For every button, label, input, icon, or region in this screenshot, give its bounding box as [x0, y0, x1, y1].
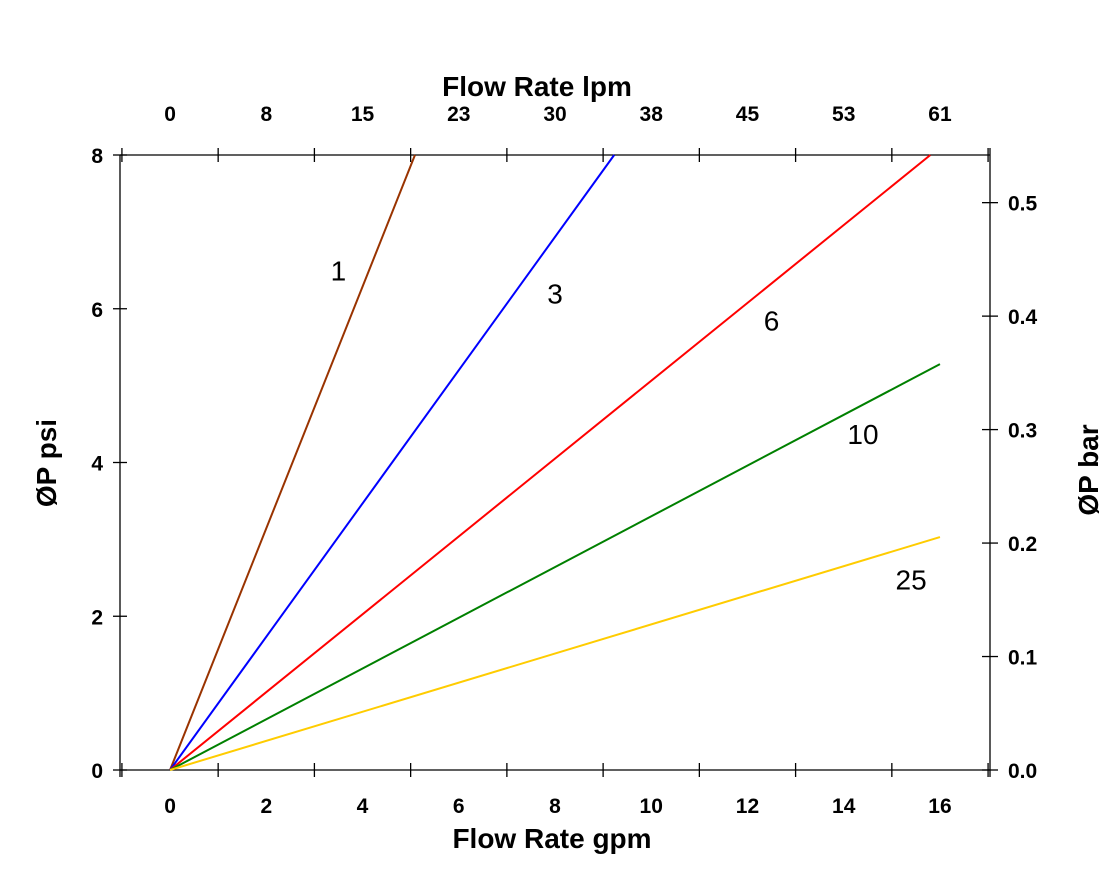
y2-axis-title: ØP bar [1073, 424, 1104, 515]
x-tick-label: 14 [832, 795, 856, 818]
y2-tick-label: 0.3 [1008, 420, 1037, 443]
series-line-1 [169, 154, 416, 771]
x2-tick-label: 23 [447, 103, 470, 126]
series-label-6: 6 [764, 305, 780, 336]
x2-tick-label: 15 [351, 103, 375, 126]
x2-tick-label: 38 [640, 103, 664, 126]
x-tick-label: 2 [260, 795, 272, 818]
series-labels: 1 3 6 10 25 [331, 255, 927, 595]
x2-tick-label: 0 [164, 103, 176, 126]
x-tick-label: 10 [640, 795, 663, 818]
x-tick-label: 6 [453, 795, 465, 818]
series-label-1: 1 [331, 255, 347, 286]
x-axis-title: Flow Rate gpm [452, 823, 651, 854]
series-line-10 [169, 363, 941, 771]
series-lines [169, 154, 941, 771]
x2-tick-label: 30 [543, 103, 566, 126]
x2-tick-label: 53 [832, 103, 855, 126]
series-line-25 [169, 536, 941, 771]
x-tick-label: 16 [928, 795, 951, 818]
y-tick-label: 4 [91, 453, 103, 476]
x2-tick-label: 45 [736, 103, 760, 126]
series-label-3: 3 [547, 278, 563, 309]
x-tick-label: 8 [549, 795, 561, 818]
y2-tick-label: 0.5 [1008, 193, 1038, 216]
y-tick-label: 8 [91, 145, 103, 168]
y2-tick-label: 0.1 [1008, 647, 1038, 670]
series-label-25: 25 [896, 564, 927, 595]
y2-tick-label: 0.4 [1008, 306, 1038, 329]
y2-tick-label: 0.2 [1008, 533, 1037, 556]
y-axis-title: ØP psi [31, 419, 62, 507]
y2-tick-label: 0.0 [1008, 760, 1037, 783]
series-line-6 [169, 154, 931, 771]
x-tick-label: 12 [736, 795, 759, 818]
axes: 00284156238301038124514531661024680.00.1… [91, 103, 1037, 818]
x-tick-label: 4 [357, 795, 369, 818]
x2-tick-label: 61 [928, 103, 952, 126]
series-label-10: 10 [847, 419, 878, 450]
y-tick-label: 0 [91, 760, 103, 783]
x2-axis-title: Flow Rate lpm [442, 71, 632, 102]
y-tick-label: 6 [91, 299, 103, 322]
x-tick-label: 0 [164, 795, 176, 818]
y-tick-label: 2 [91, 606, 103, 629]
x2-tick-label: 8 [260, 103, 272, 126]
series-line-3 [169, 154, 615, 771]
